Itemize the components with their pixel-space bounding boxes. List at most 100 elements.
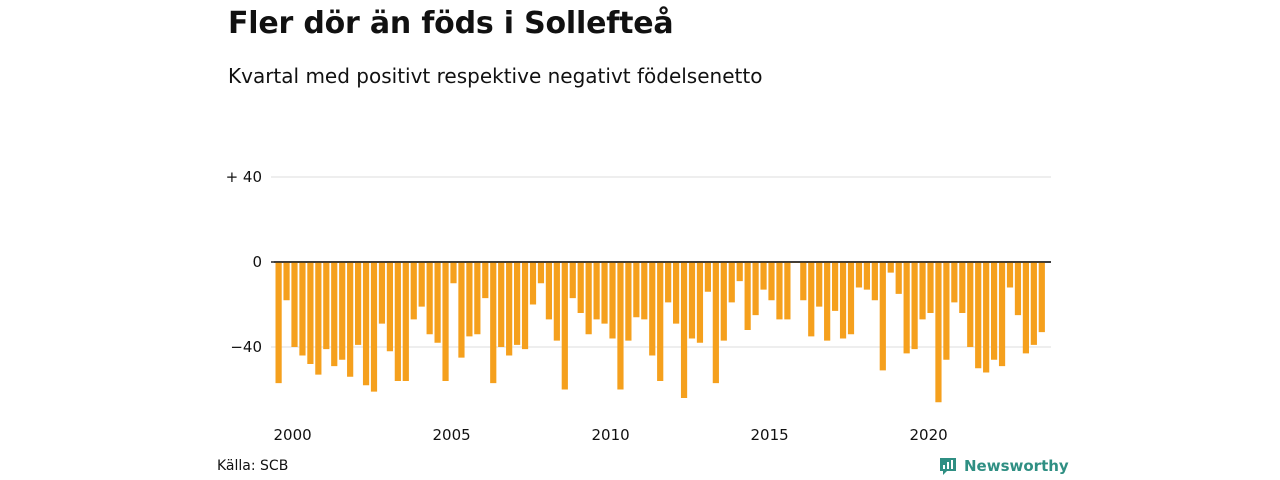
- bar: [832, 262, 839, 311]
- bar: [720, 262, 727, 341]
- bar: [402, 262, 409, 381]
- bar: [863, 262, 870, 290]
- bar: [649, 262, 656, 356]
- bar: [466, 262, 473, 337]
- bar: [585, 262, 592, 335]
- bar: [680, 262, 688, 398]
- bar: [800, 262, 807, 301]
- bar: [1030, 262, 1037, 345]
- bar: [362, 262, 370, 386]
- bar: [307, 262, 314, 364]
- x-tick-label: 2010: [592, 426, 630, 444]
- bar: [839, 262, 847, 339]
- y-tick-label: + 40: [226, 168, 262, 186]
- bar: [1006, 262, 1014, 288]
- bar: [903, 262, 910, 354]
- bar: [641, 262, 648, 320]
- x-tick-label: 2020: [910, 426, 948, 444]
- bar: [704, 262, 711, 292]
- bar: [386, 262, 393, 352]
- bar: [569, 262, 576, 299]
- bar: [553, 262, 560, 341]
- bar: [506, 262, 513, 356]
- bar: [736, 262, 743, 282]
- bar: [712, 262, 719, 384]
- bar: [347, 262, 354, 377]
- bar: [967, 262, 974, 347]
- bar: [394, 262, 401, 381]
- bar: [816, 262, 823, 307]
- bar: [824, 262, 831, 341]
- bar: [657, 262, 664, 381]
- bar: [537, 262, 545, 284]
- source-note: Källa: SCB: [217, 458, 289, 474]
- bar: [911, 262, 918, 350]
- bar: [871, 262, 878, 301]
- bar: [577, 262, 584, 313]
- bar: [1022, 262, 1029, 354]
- bar: [847, 262, 855, 335]
- bar: [784, 262, 791, 320]
- bar: [291, 262, 298, 347]
- bar: [991, 262, 998, 360]
- bar: [450, 262, 457, 284]
- bar: [331, 262, 338, 367]
- bar: [959, 262, 966, 313]
- bar: [855, 262, 863, 288]
- bar: [776, 262, 783, 320]
- bar: [355, 262, 362, 345]
- bar: [673, 262, 680, 324]
- bar: [983, 262, 990, 373]
- bar: [474, 262, 481, 335]
- bar: [601, 262, 608, 324]
- chart-title: Fler dör än föds i Sollefteå: [228, 6, 674, 41]
- bar: [426, 262, 433, 335]
- bar: [458, 262, 465, 358]
- bar: [1038, 262, 1045, 333]
- bar: [895, 262, 902, 294]
- bar: [665, 262, 672, 303]
- bar: [768, 262, 775, 301]
- bar: [299, 262, 306, 356]
- bar: [315, 262, 322, 375]
- bar: [728, 262, 735, 303]
- bar: [521, 262, 529, 350]
- bar: [975, 262, 982, 369]
- bar: [339, 262, 346, 360]
- bar: [434, 262, 441, 343]
- bar: [529, 262, 537, 305]
- bar: [879, 262, 886, 371]
- bar: [998, 262, 1006, 367]
- bar: [370, 262, 378, 392]
- bar: [609, 262, 616, 339]
- bar: [633, 262, 640, 318]
- bar: [935, 262, 942, 403]
- bar: [625, 262, 632, 341]
- bar: [887, 262, 894, 273]
- bar: [283, 262, 290, 301]
- bar: [275, 262, 282, 384]
- bar: [561, 262, 568, 390]
- bar: [943, 262, 950, 360]
- bar: [514, 262, 521, 345]
- bar: [760, 262, 767, 290]
- y-tick-label: 0: [252, 253, 262, 271]
- bar: [442, 262, 449, 381]
- bar: [498, 262, 505, 347]
- bar: [1014, 262, 1022, 316]
- newsworthy-icon: [940, 458, 956, 475]
- x-tick-label: 2015: [751, 426, 789, 444]
- bar: [617, 262, 624, 390]
- bar: [919, 262, 926, 320]
- brand-logo: Newsworthy: [938, 456, 1069, 476]
- chart-subtitle: Kvartal med positivt respektive negativt…: [228, 64, 763, 88]
- bar: [545, 262, 552, 320]
- bar: [688, 262, 696, 339]
- bar: [808, 262, 815, 337]
- bar: [927, 262, 934, 313]
- bar: [593, 262, 600, 320]
- bar: [490, 262, 497, 384]
- bar: [482, 262, 489, 299]
- brand-label: Newsworthy: [964, 457, 1069, 475]
